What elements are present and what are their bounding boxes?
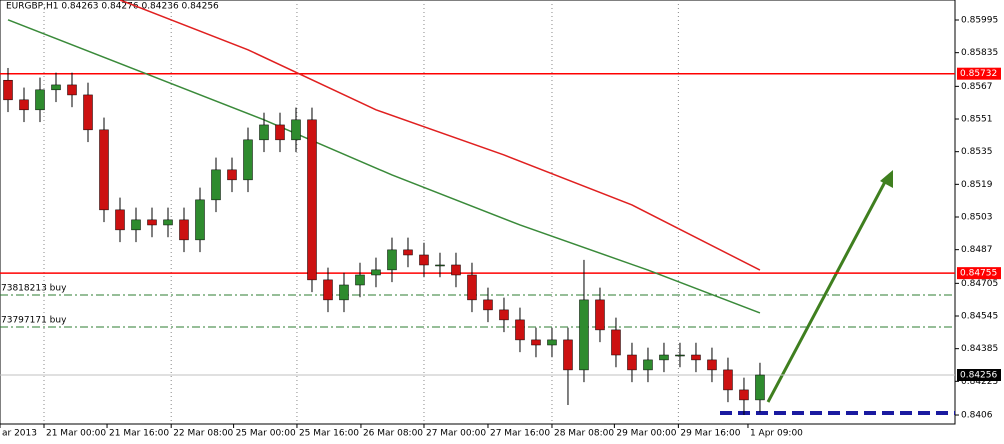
candle-body xyxy=(499,309,509,321)
y-tick-label: 0.8567 xyxy=(961,82,993,92)
price-label-bg xyxy=(957,267,1001,280)
trend-arrow xyxy=(766,179,888,403)
candle-body xyxy=(355,274,365,286)
candle-body xyxy=(403,249,413,256)
x-tick-label: 29 Mar 00:00 xyxy=(616,429,676,439)
trend-arrow-head xyxy=(880,170,893,188)
candle-body xyxy=(291,119,301,141)
x-tick-label: 25 Mar 16:00 xyxy=(299,429,359,439)
candle-body xyxy=(179,219,189,241)
candle-body xyxy=(275,124,285,141)
candle-body xyxy=(723,369,733,391)
candle-body xyxy=(595,299,605,331)
candle-body xyxy=(83,94,93,131)
candle-body xyxy=(531,339,541,346)
price-label: 0.85732 xyxy=(960,69,997,79)
moving-average xyxy=(119,0,761,271)
candle-body xyxy=(515,319,525,341)
level-label: 73818213 buy xyxy=(1,283,67,293)
candle-body xyxy=(163,219,173,226)
x-tick-label: ar 2013 xyxy=(2,429,37,439)
candle-body xyxy=(691,354,701,361)
x-tick-label: 1 Apr 09:00 xyxy=(750,429,803,439)
y-tick-label: 0.84385 xyxy=(961,344,998,354)
y-tick-label: 0.8519 xyxy=(961,180,993,190)
candle-body xyxy=(195,199,205,241)
candle-body xyxy=(579,299,589,371)
y-tick-label: 0.8487 xyxy=(961,245,993,255)
candle-body xyxy=(131,219,141,231)
candle-body xyxy=(435,264,445,267)
x-tick-label: 27 Mar 00:00 xyxy=(426,429,486,439)
price-label: 0.84256 xyxy=(960,371,997,381)
candle-body xyxy=(563,339,573,371)
candle-body xyxy=(387,249,397,271)
candle-body xyxy=(643,359,653,371)
y-tick-label: 0.85835 xyxy=(961,48,998,58)
candle-body xyxy=(611,329,621,356)
y-tick-label: 0.8535 xyxy=(961,147,993,157)
candle-body xyxy=(371,269,381,276)
y-tick-label: 0.85995 xyxy=(961,16,998,26)
candle-body xyxy=(467,274,477,301)
candle-body xyxy=(419,254,429,266)
x-tick-label: 29 Mar 16:00 xyxy=(680,429,740,439)
level-label: 73797171 buy xyxy=(1,316,67,326)
x-tick-label: 28 Mar 08:00 xyxy=(554,429,614,439)
candle-body xyxy=(755,374,765,401)
candle-body xyxy=(3,79,13,101)
price-label-bg xyxy=(957,67,1001,80)
candle-body xyxy=(67,84,77,96)
candle-body xyxy=(483,299,493,311)
y-tick-label: 0.8551 xyxy=(961,115,993,125)
candle-body xyxy=(307,119,317,281)
candle-body xyxy=(99,129,109,211)
x-tick-label: 27 Mar 16:00 xyxy=(490,429,550,439)
candle-body xyxy=(339,284,349,301)
x-tick-label: 22 Mar 08:00 xyxy=(173,429,233,439)
y-tick-label: 0.8406 xyxy=(961,411,993,421)
candle-body xyxy=(243,139,253,181)
candle-body xyxy=(211,169,221,201)
y-tick-label: 0.84545 xyxy=(961,312,998,322)
candle-body xyxy=(323,279,333,301)
candle-body xyxy=(547,339,557,346)
candle-body xyxy=(35,89,45,111)
plot-frame xyxy=(0,0,956,425)
x-tick-label: 21 Mar 16:00 xyxy=(109,429,169,439)
x-tick-label: 26 Mar 08:00 xyxy=(363,429,423,439)
candle-body xyxy=(451,264,461,276)
y-tick-label: 0.84225 xyxy=(961,377,998,387)
candle-body xyxy=(739,389,749,401)
price-label-bg xyxy=(957,369,1001,382)
y-tick-label: 0.8503 xyxy=(961,213,993,223)
chart-title: EURGBP,H1 0.84263 0.84276 0.84236 0.8425… xyxy=(6,2,219,12)
candle-body xyxy=(659,354,669,361)
candle-body xyxy=(115,209,125,231)
candle-body xyxy=(227,169,237,181)
candle-body xyxy=(147,219,157,226)
y-tick-label: 0.84705 xyxy=(961,279,998,289)
candle-body xyxy=(19,99,29,111)
candle-body xyxy=(259,124,269,141)
candle-body xyxy=(707,359,717,371)
x-tick-label: 21 Mar 00:00 xyxy=(46,429,106,439)
moving-average xyxy=(7,19,761,314)
x-tick-label: 25 Mar 00:00 xyxy=(236,429,296,439)
candle-body xyxy=(51,84,61,91)
candle-body xyxy=(627,354,637,371)
price-label: 0.84755 xyxy=(960,269,997,279)
candle-body xyxy=(675,354,685,357)
